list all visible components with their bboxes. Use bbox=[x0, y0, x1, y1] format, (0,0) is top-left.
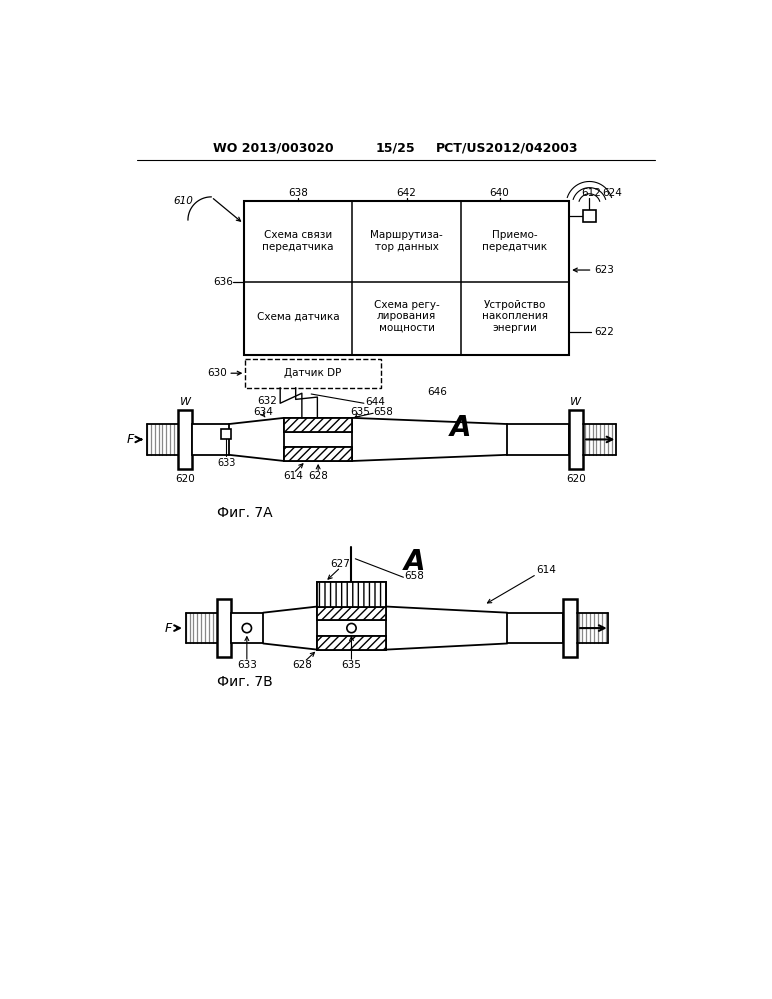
Text: 658: 658 bbox=[405, 570, 424, 580]
Polygon shape bbox=[352, 418, 507, 461]
Text: 642: 642 bbox=[397, 188, 416, 198]
Text: 620: 620 bbox=[175, 475, 195, 485]
Bar bbox=[317, 581, 385, 606]
Text: 634: 634 bbox=[253, 407, 273, 417]
Bar bbox=[317, 581, 385, 606]
Text: 627: 627 bbox=[330, 559, 350, 569]
Text: 614: 614 bbox=[283, 472, 303, 482]
Bar bbox=[507, 612, 563, 643]
Text: 620: 620 bbox=[567, 475, 586, 485]
Bar bbox=[231, 612, 263, 643]
Circle shape bbox=[242, 623, 252, 632]
Text: 623: 623 bbox=[594, 265, 614, 275]
Text: 628: 628 bbox=[292, 660, 312, 670]
Bar bbox=[245, 359, 381, 388]
Text: 628: 628 bbox=[308, 472, 328, 482]
Bar bbox=[284, 432, 352, 448]
Text: 636: 636 bbox=[213, 277, 233, 287]
Polygon shape bbox=[385, 606, 507, 649]
Bar bbox=[244, 201, 569, 355]
Text: Фиг. 7A: Фиг. 7A bbox=[217, 505, 273, 519]
Text: 632: 632 bbox=[257, 396, 277, 406]
Text: 658: 658 bbox=[374, 407, 393, 417]
Bar bbox=[178, 411, 191, 469]
Text: 633: 633 bbox=[237, 660, 257, 670]
Text: F: F bbox=[164, 621, 171, 634]
Text: W: W bbox=[180, 398, 191, 408]
Text: Схема датчика: Схема датчика bbox=[256, 312, 340, 322]
Bar bbox=[191, 424, 229, 455]
Bar bbox=[217, 598, 231, 657]
Bar bbox=[569, 411, 583, 469]
Text: Схема связи
передатчика: Схема связи передатчика bbox=[262, 230, 334, 252]
Text: 635: 635 bbox=[350, 407, 370, 417]
Polygon shape bbox=[263, 606, 317, 649]
Text: Схема регу-
лирования
мощности: Схема регу- лирования мощности bbox=[374, 300, 439, 333]
Text: W: W bbox=[570, 398, 581, 408]
Text: PCT/US2012/042003: PCT/US2012/042003 bbox=[436, 142, 578, 155]
Bar bbox=[563, 598, 577, 657]
Text: A: A bbox=[450, 414, 472, 442]
Text: 640: 640 bbox=[489, 188, 510, 198]
Bar bbox=[317, 620, 385, 635]
Bar bbox=[221, 429, 232, 440]
Text: 15/25: 15/25 bbox=[376, 142, 415, 155]
Text: Маршрутиза-
тор данных: Маршрутиза- тор данных bbox=[370, 230, 443, 252]
Text: A: A bbox=[404, 547, 425, 575]
Text: 612: 612 bbox=[581, 188, 601, 198]
Text: 635: 635 bbox=[341, 660, 361, 670]
Bar bbox=[317, 635, 385, 649]
Text: 638: 638 bbox=[288, 188, 308, 198]
Text: F: F bbox=[127, 433, 134, 446]
Text: 610: 610 bbox=[174, 196, 193, 206]
Text: 646: 646 bbox=[428, 387, 448, 397]
Text: 644: 644 bbox=[366, 397, 385, 407]
Bar bbox=[284, 418, 352, 432]
Text: Устройство
накопления
энергии: Устройство накопления энергии bbox=[482, 300, 548, 333]
Circle shape bbox=[347, 623, 356, 632]
Text: 633: 633 bbox=[218, 458, 236, 468]
Text: 622: 622 bbox=[594, 327, 614, 337]
Text: 624: 624 bbox=[602, 188, 621, 198]
Text: WO 2013/003020: WO 2013/003020 bbox=[213, 142, 334, 155]
Text: Датчик DP: Датчик DP bbox=[284, 369, 342, 379]
Polygon shape bbox=[229, 418, 284, 461]
Bar bbox=[583, 210, 596, 223]
Bar bbox=[284, 448, 352, 461]
Text: 614: 614 bbox=[536, 564, 556, 574]
Text: Фиг. 7В: Фиг. 7В bbox=[217, 675, 273, 689]
Text: 630: 630 bbox=[207, 369, 226, 379]
Bar bbox=[507, 424, 569, 455]
Text: Приемо-
передатчик: Приемо- передатчик bbox=[482, 230, 547, 252]
Bar bbox=[317, 606, 385, 620]
